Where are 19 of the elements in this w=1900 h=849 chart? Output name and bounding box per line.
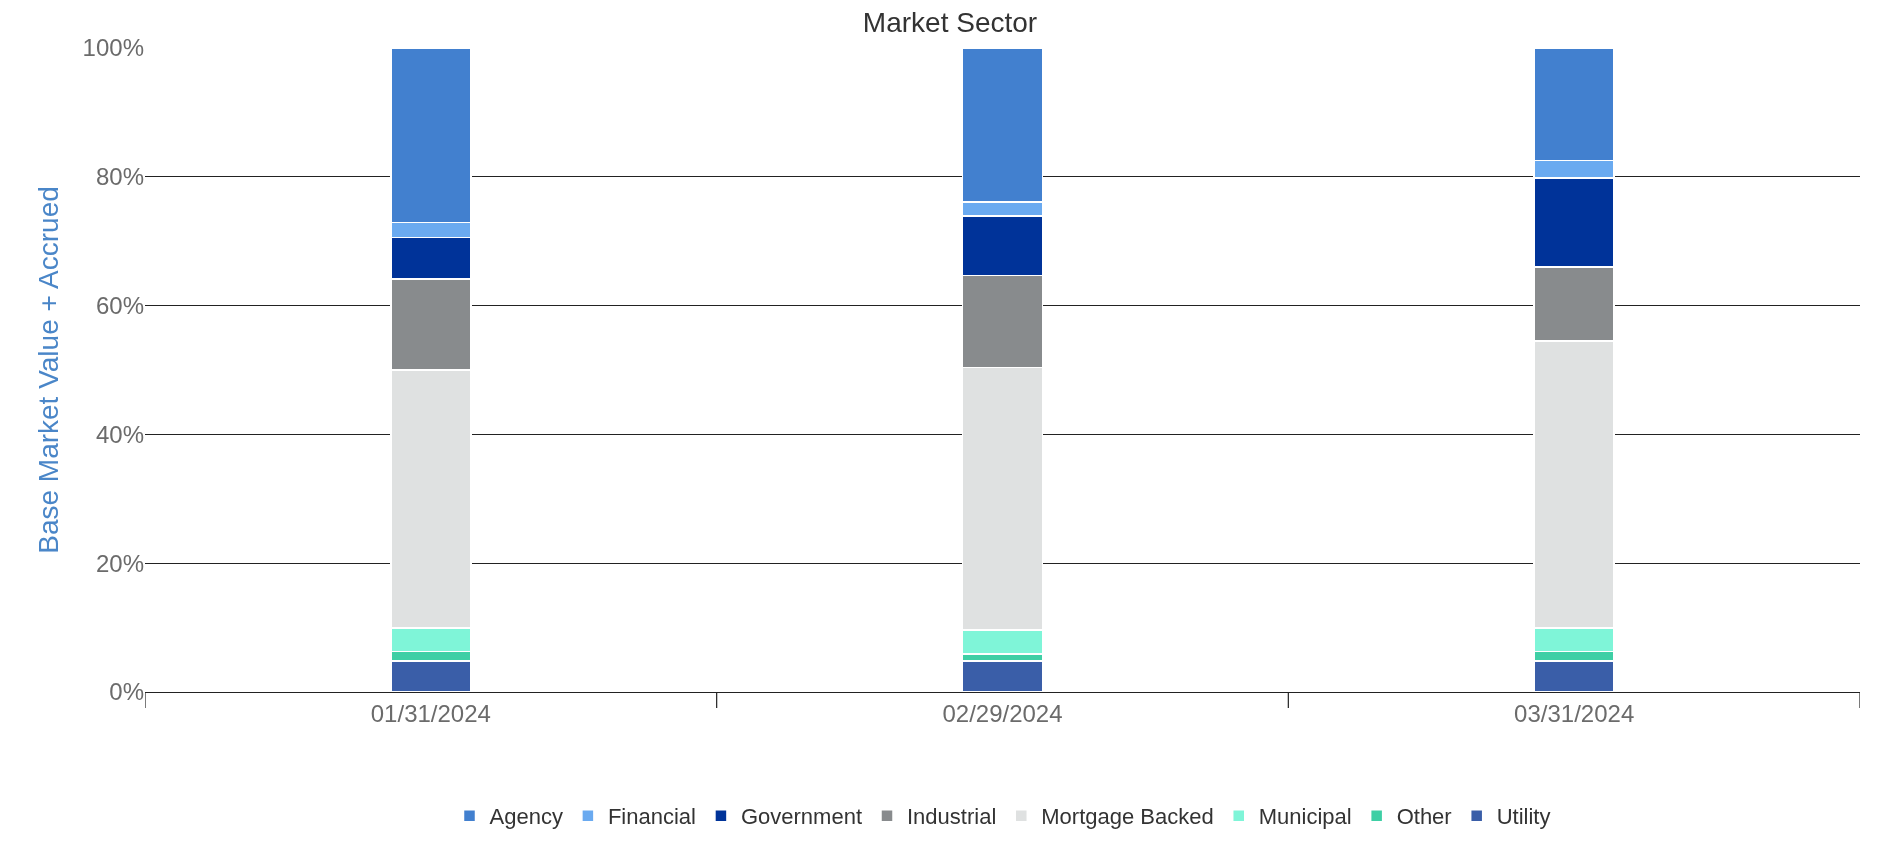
y-tick-label: 20% [95,549,144,577]
legend-label: Industrial [907,804,997,830]
legend-label: Mortgage Backed [1041,804,1214,830]
y-tick-label: 40% [95,420,144,448]
x-tick-label: 02/29/2024 [942,699,1063,727]
x-tick-label: 01/31/2024 [370,699,491,727]
legend-label: Municipal [1258,804,1352,830]
legend-label: Utility [1496,804,1551,830]
y-tick-label: 100% [82,34,144,62]
legend-label: Agency [489,804,563,830]
legend-label: Other [1396,804,1452,830]
legend-label: Financial [607,804,696,830]
x-tick-label: 03/31/2024 [1514,699,1635,727]
y-axis-title: Base Market Value + Accrued [33,186,65,554]
y-tick-label: 60% [95,292,144,319]
y-tick-label: 80% [95,163,144,191]
y-tick-label: 0% [109,678,144,706]
legend-label: Government [740,804,862,830]
chart-title: Market Sector [862,7,1038,39]
